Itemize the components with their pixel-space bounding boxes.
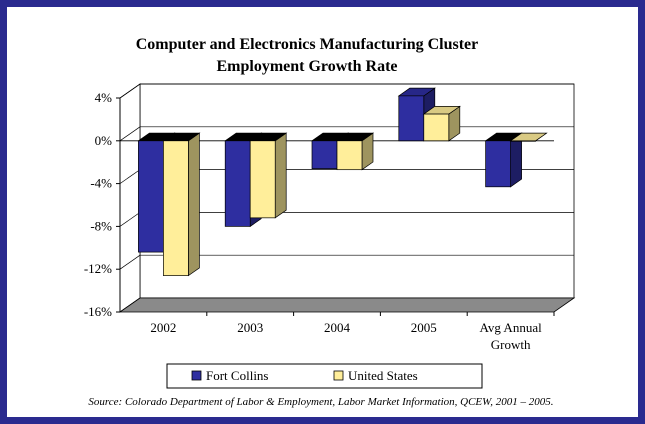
y-tick-label: -16% xyxy=(84,304,112,319)
bar-side xyxy=(188,132,200,277)
gridline-side xyxy=(119,212,141,227)
x-tick-label: 2004 xyxy=(324,320,351,335)
y-tick-label: -8% xyxy=(90,218,112,233)
x-tick-label: 2005 xyxy=(411,320,437,335)
bar xyxy=(336,140,363,171)
bar-side xyxy=(274,132,287,219)
x-tick-label: 2002 xyxy=(150,320,176,335)
legend-box xyxy=(166,363,483,389)
bar xyxy=(510,140,536,142)
legend-swatch-united-states xyxy=(333,370,344,381)
x-tick-label: Avg Annual xyxy=(479,320,542,335)
floor xyxy=(118,297,576,313)
side-wall xyxy=(119,83,141,313)
chart-frame: Computer and Electronics Manufacturing C… xyxy=(7,7,638,417)
bar xyxy=(398,95,425,142)
gridline-side xyxy=(119,254,141,270)
chart-svg: Computer and Electronics Manufacturing C… xyxy=(84,36,576,408)
legend-swatch-fort-collins xyxy=(191,370,202,381)
y-tick-label: 0% xyxy=(95,133,113,148)
legend: Fort Collins United States xyxy=(166,363,483,389)
gridline-side xyxy=(119,126,141,142)
bar xyxy=(311,140,338,169)
back-wall xyxy=(139,83,575,299)
y-tick-label: 4% xyxy=(95,90,113,105)
bar xyxy=(163,140,189,276)
source-note: Source: Colorado Department of Labor & E… xyxy=(88,396,553,408)
plot-area: 4% 0% -4% -8% -12% -16% 2002 2003 2004 2005 Avg An… xyxy=(84,83,576,352)
chart-title-line-2: Employment Growth Rate xyxy=(216,58,397,75)
bar xyxy=(485,140,511,188)
bar xyxy=(224,140,251,227)
y-tick-label: -12% xyxy=(84,261,112,276)
y-tick-label: -4% xyxy=(90,176,112,191)
bar xyxy=(138,140,164,253)
gridline-side xyxy=(119,169,141,184)
x-tick-label: Growth xyxy=(491,337,531,352)
x-tick-label: 2003 xyxy=(237,320,263,335)
bar xyxy=(249,140,276,219)
chart-title-line-1: Computer and Electronics Manufacturing C… xyxy=(136,36,479,53)
bar xyxy=(423,113,450,142)
gridline-side xyxy=(119,83,141,99)
legend-label-united-states: United States xyxy=(348,368,418,383)
legend-label-fort-collins: Fort Collins xyxy=(206,368,269,383)
